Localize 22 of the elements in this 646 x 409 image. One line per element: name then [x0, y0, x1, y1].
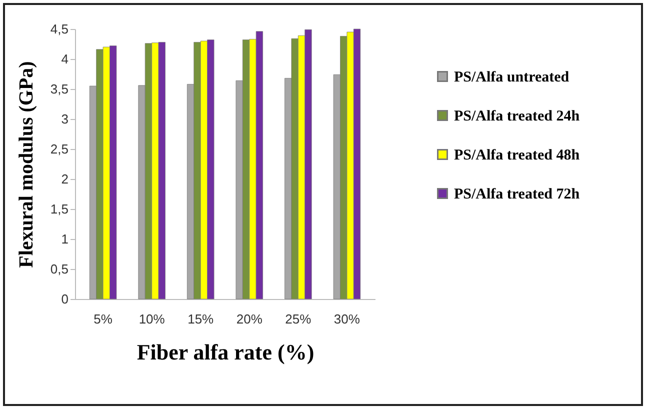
legend-label: PS/Alfa treated 72h — [454, 186, 580, 202]
y-tick-label: 1,5 — [50, 202, 68, 216]
x-tick-label: 15% — [188, 312, 214, 326]
legend-label: PS/Alfa treated 48h — [454, 148, 580, 164]
legend-label: PS/Alfa treated 24h — [454, 108, 580, 124]
x-tick-label: 10% — [138, 312, 166, 326]
y-tick-label: 3 — [61, 112, 68, 126]
y-axis-title: Flexural modulus (GPa) — [15, 61, 38, 268]
x-tick-label: 25% — [285, 312, 312, 326]
legend-label: PS/Alfa untreated — [454, 70, 570, 86]
y-tick-label: 2,5 — [50, 142, 68, 156]
x-axis-title: Fiber alfa rate (%) — [136, 340, 314, 364]
x-tick-label: 30% — [334, 312, 360, 326]
y-tick-label: 0 — [61, 292, 68, 306]
y-tick-label: 1 — [61, 232, 68, 246]
y-tick-label: 2 — [61, 172, 68, 186]
y-tick-label: 0,5 — [50, 262, 68, 276]
y-tick-label: 3,5 — [50, 82, 68, 96]
x-tick-label: 20% — [236, 312, 263, 326]
y-tick-label: 4,5 — [50, 22, 68, 36]
y-tick-label: 4 — [61, 52, 68, 66]
x-tick-label: 5% — [94, 312, 113, 326]
